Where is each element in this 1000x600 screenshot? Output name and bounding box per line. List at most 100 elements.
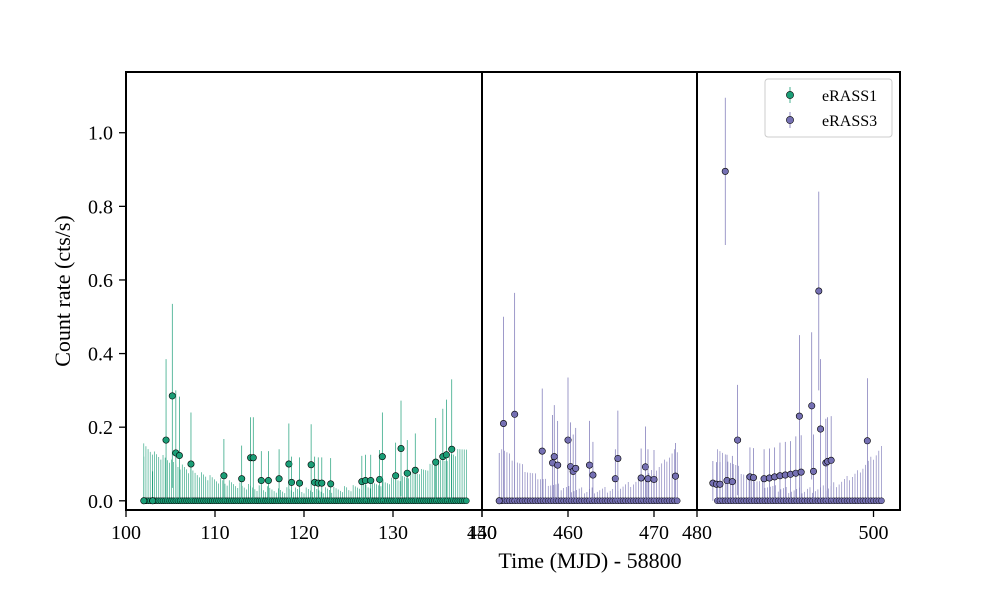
zero-rate-point bbox=[878, 497, 885, 505]
zero-rate-bars bbox=[498, 449, 681, 505]
data-point bbox=[162, 436, 170, 444]
data-point bbox=[376, 475, 384, 483]
legend: eRASS1 eRASS3 bbox=[764, 78, 893, 138]
data-point bbox=[564, 436, 572, 444]
data-point bbox=[721, 167, 729, 175]
x-tick-label: 120 bbox=[289, 522, 319, 544]
data-points-eRASS3 bbox=[495, 292, 679, 505]
data-point bbox=[810, 467, 818, 475]
data-point bbox=[550, 453, 558, 461]
x-tick-label: 500 bbox=[859, 522, 889, 544]
data-point bbox=[403, 469, 411, 477]
data-point bbox=[572, 464, 580, 472]
y-axis: Count rate (cts/s) 0.0 0.2 0.4 0.6 0.8 1.0 bbox=[50, 123, 126, 513]
data-point bbox=[257, 477, 265, 485]
data-point bbox=[827, 456, 835, 464]
data-point bbox=[641, 463, 649, 471]
data-point bbox=[285, 460, 293, 468]
zero-rate-point bbox=[673, 497, 681, 505]
data-point bbox=[288, 478, 296, 486]
data-point bbox=[175, 452, 183, 460]
data-point bbox=[511, 410, 519, 418]
data-point bbox=[716, 480, 724, 488]
panel-frame bbox=[696, 71, 901, 511]
x-tick-label: 110 bbox=[200, 522, 229, 544]
data-point bbox=[749, 474, 757, 482]
x-tick-label: 140 bbox=[467, 522, 497, 544]
zero-rate-point bbox=[463, 497, 470, 505]
data-point bbox=[378, 453, 386, 461]
data-points-eRASS1 bbox=[140, 303, 456, 505]
y-tick-label: 0.2 bbox=[88, 417, 113, 439]
x-tick-label: 460 bbox=[553, 522, 583, 544]
data-points-eRASS3 bbox=[709, 97, 871, 501]
data-point bbox=[318, 479, 326, 487]
legend-label-eRASS3: eRASS3 bbox=[822, 113, 877, 130]
data-point bbox=[149, 497, 157, 505]
data-point bbox=[808, 402, 816, 410]
x-tick-label: 130 bbox=[378, 522, 408, 544]
data-point bbox=[637, 474, 645, 482]
zero-rate-bars bbox=[140, 443, 470, 505]
legend-marker-eRASS1 bbox=[786, 91, 794, 99]
x-tick-label: 470 bbox=[639, 522, 669, 544]
data-point bbox=[392, 472, 400, 480]
data-point bbox=[432, 458, 440, 466]
legend-item-eRASS3: eRASS3 bbox=[786, 112, 877, 130]
y-axis-ticks: 0.0 0.2 0.4 0.6 0.8 1.0 bbox=[88, 123, 126, 513]
data-point bbox=[187, 460, 195, 468]
data-point bbox=[538, 447, 546, 455]
data-point bbox=[397, 445, 405, 453]
panel-1: 100 110 120 130 140 bbox=[111, 71, 497, 544]
data-point bbox=[797, 468, 805, 476]
data-point bbox=[585, 461, 593, 469]
data-point bbox=[168, 392, 176, 400]
data-point bbox=[499, 420, 507, 428]
x-tick-label: 480 bbox=[682, 522, 712, 544]
data-point bbox=[495, 497, 503, 505]
y-tick-label: 0.4 bbox=[88, 344, 113, 366]
data-point bbox=[863, 437, 871, 445]
data-point bbox=[671, 472, 679, 480]
data-point bbox=[554, 461, 562, 469]
x-axis-ticks: 450 460 470 bbox=[467, 510, 669, 544]
data-point bbox=[650, 475, 658, 483]
panel-3: 480 500 bbox=[682, 71, 901, 544]
legend-marker-eRASS3 bbox=[786, 116, 794, 124]
data-point bbox=[611, 475, 619, 483]
x-axis-ticks: 100 110 120 130 140 bbox=[111, 510, 497, 544]
data-point bbox=[220, 472, 228, 480]
data-point bbox=[728, 478, 736, 486]
y-tick-label: 1.0 bbox=[88, 123, 113, 145]
y-tick-label: 0.0 bbox=[88, 491, 113, 513]
legend-frame bbox=[764, 78, 893, 138]
data-point bbox=[817, 425, 825, 433]
data-point bbox=[249, 454, 257, 462]
data-point bbox=[307, 461, 315, 469]
data-point bbox=[411, 466, 419, 474]
data-point bbox=[614, 454, 622, 462]
data-point bbox=[442, 451, 450, 459]
data-point bbox=[589, 471, 597, 479]
legend-label-eRASS1: eRASS1 bbox=[822, 88, 877, 105]
legend-item-eRASS1: eRASS1 bbox=[786, 87, 877, 105]
data-point bbox=[367, 477, 375, 485]
panel-2: 450 460 470 bbox=[467, 71, 698, 544]
data-point bbox=[644, 475, 652, 483]
x-tick-label: 100 bbox=[111, 522, 141, 544]
data-point bbox=[264, 477, 272, 485]
x-tick-label: 450 bbox=[467, 522, 497, 544]
data-point bbox=[795, 412, 803, 420]
data-point bbox=[448, 445, 456, 453]
x-axis-title: Time (MJD) - 58800 bbox=[498, 548, 681, 573]
data-point bbox=[815, 287, 823, 295]
data-point bbox=[734, 436, 742, 444]
x-axis-ticks: 480 500 bbox=[682, 510, 889, 544]
data-point bbox=[327, 480, 335, 488]
data-point bbox=[275, 475, 283, 483]
data-point bbox=[296, 479, 304, 487]
y-axis-title: Count rate (cts/s) bbox=[50, 215, 75, 367]
data-point bbox=[140, 497, 148, 505]
